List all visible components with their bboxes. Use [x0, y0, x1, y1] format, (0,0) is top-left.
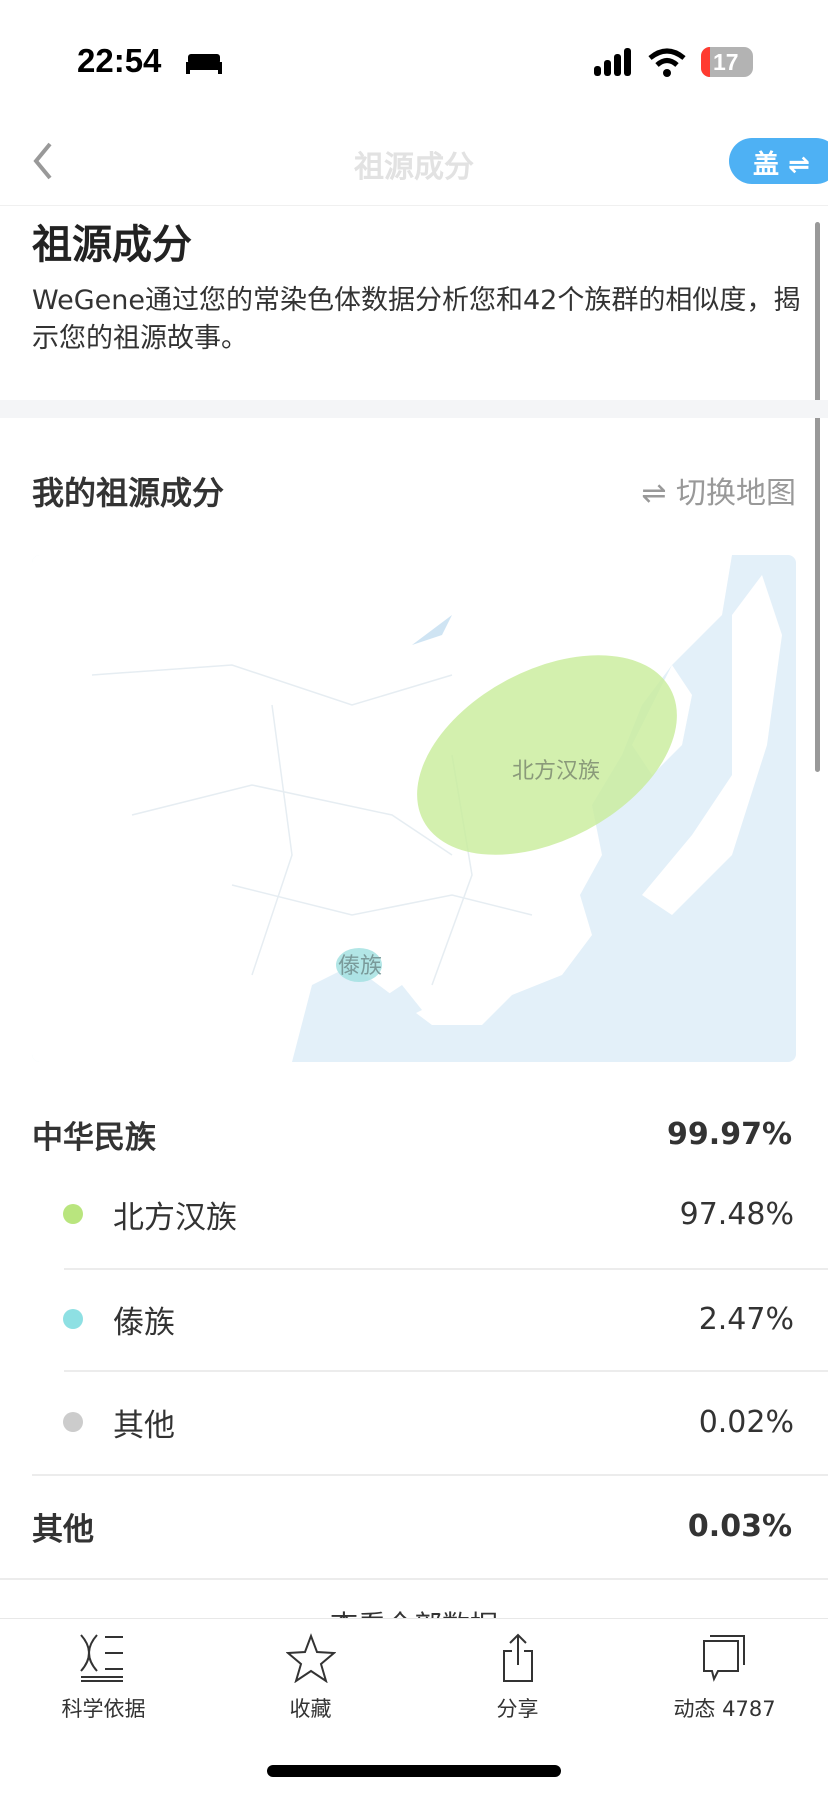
divider [32, 1474, 828, 1476]
status-time: 22:54 [77, 42, 162, 79]
dna-list-icon [79, 1634, 123, 1682]
wifi-icon [648, 48, 686, 77]
star-icon [284, 1633, 337, 1684]
color-dot [63, 1204, 83, 1224]
back-icon[interactable] [28, 140, 58, 182]
list-item[interactable]: 傣族 2.47% [32, 1284, 828, 1354]
tab-share[interactable]: 分享 [414, 1619, 621, 1723]
group-row: 中华民族 99.97% [32, 1116, 792, 1156]
bed-icon [186, 54, 222, 74]
tab-activity[interactable]: 动态 4787 [621, 1619, 828, 1723]
color-dot [63, 1412, 83, 1432]
group-row: 其他 0.03% [32, 1508, 792, 1548]
home-indicator [267, 1765, 561, 1777]
north-han-region [417, 655, 677, 855]
status-bar: 22:54 17 [0, 0, 828, 110]
divider [0, 1578, 828, 1580]
divider [0, 400, 828, 418]
comments-icon [702, 1635, 745, 1682]
switch-map-button[interactable]: ⇌ 切换地图 [641, 476, 796, 511]
list-item[interactable]: 北方汉族 97.48% [32, 1179, 828, 1249]
divider [64, 1268, 828, 1270]
section-title: 我的祖源成分 [32, 474, 225, 512]
switch-profile-button[interactable]: 盖 ⇌ [729, 138, 828, 184]
divider [64, 1370, 828, 1372]
page-description: WeGene通过您的常染色体数据分析您和42个族群的相似度，揭示您的祖源故事。 [32, 285, 801, 354]
map-label-north-han: 北方汉族 [512, 759, 600, 784]
tab-favorite[interactable]: 收藏 [207, 1619, 414, 1723]
map-label-dai: 傣族 [338, 954, 382, 979]
share-icon [502, 1633, 533, 1682]
dai-region [336, 948, 382, 982]
nav-bar: 祖源成分 盖 ⇌ [0, 110, 828, 206]
color-dot [63, 1309, 83, 1329]
scrollbar[interactable] [815, 222, 820, 772]
tab-science[interactable]: 科学依据 [0, 1619, 207, 1723]
page-title: 祖源成分 [32, 222, 192, 268]
battery-icon: 17 [701, 47, 753, 77]
ancestry-map[interactable]: 北方汉族 傣族 [32, 555, 796, 1062]
list-item[interactable]: 其他 0.02% [32, 1387, 828, 1457]
signal-icon [594, 48, 631, 76]
nav-title: 祖源成分 [354, 150, 474, 185]
